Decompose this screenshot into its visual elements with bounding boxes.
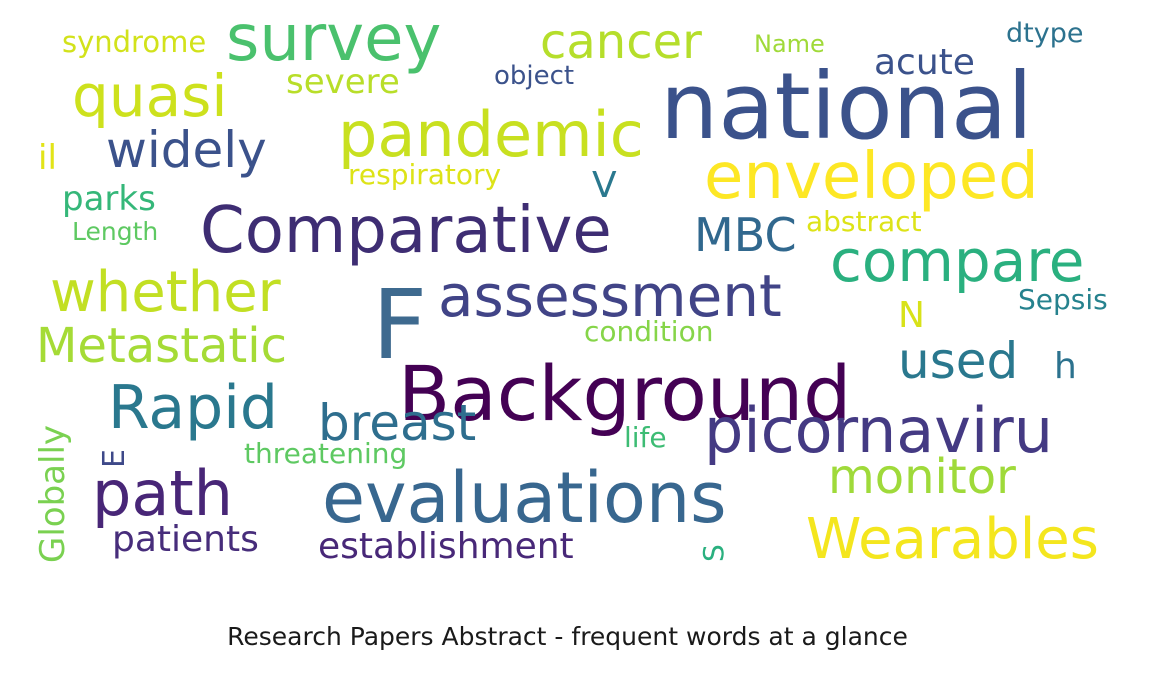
word-pandemic: pandemic — [338, 98, 644, 171]
word-dtype: dtype — [1006, 18, 1083, 49]
word-s: S — [697, 544, 730, 562]
word-f: F — [372, 269, 427, 381]
word-n: N — [898, 295, 925, 336]
word-globally: Globally — [33, 425, 73, 563]
word-syndrome: syndrome — [62, 25, 206, 59]
word-picornaviru: picornaviru — [704, 394, 1053, 467]
word-breast: breast — [318, 394, 476, 452]
word-metastatic: Metastatic — [36, 318, 287, 374]
word-abstract: abstract — [806, 205, 922, 238]
word-background: Background — [398, 349, 851, 438]
word-threatening: threatening — [244, 437, 407, 470]
word-national: national — [660, 53, 1033, 160]
chart-title: Research Papers Abstract - frequent word… — [227, 622, 908, 651]
word-severe: severe — [286, 62, 400, 102]
word-life: life — [624, 421, 667, 454]
word-respiratory: respiratory — [348, 158, 501, 191]
word-quasi: quasi — [72, 62, 227, 130]
word-assessment: assessment — [438, 262, 782, 330]
word-condition: condition — [584, 315, 713, 348]
word-parks: parks — [62, 179, 156, 219]
word-name: Name — [754, 30, 825, 58]
word-widely: widely — [106, 121, 267, 179]
word-compare: compare — [830, 227, 1085, 295]
word-wearables: Wearables — [806, 507, 1099, 572]
word-h: h — [1054, 346, 1077, 387]
word-cancer: cancer — [540, 14, 702, 70]
word-establishment: establishment — [318, 526, 574, 567]
word-patients: patients — [112, 519, 259, 560]
word-enveloped: enveloped — [704, 140, 1039, 214]
word-e: E — [97, 449, 132, 468]
word-v: V — [592, 165, 617, 206]
word-whether: whether — [50, 260, 282, 325]
word-monitor: monitor — [828, 449, 1016, 505]
word-rapid: Rapid — [108, 373, 278, 443]
word-evaluations: evaluations — [322, 457, 727, 539]
word-acute: acute — [874, 42, 975, 83]
word-length: Length — [72, 217, 158, 246]
word-path: path — [92, 457, 233, 530]
word-il: il — [38, 138, 57, 178]
word-object: object — [494, 61, 574, 91]
word-mbc: MBC — [694, 208, 797, 262]
word-survey: survey — [226, 2, 441, 76]
word-sepsis: Sepsis — [1018, 283, 1108, 316]
word-used: used — [898, 332, 1018, 390]
word-comparative: Comparative — [200, 194, 612, 268]
